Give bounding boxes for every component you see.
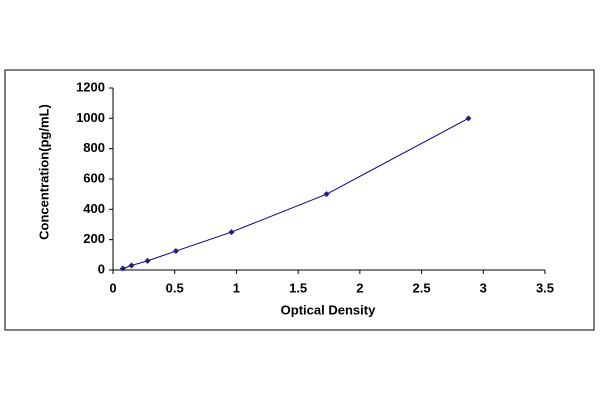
x-tick-label: 0 <box>109 280 116 295</box>
x-tick-label: 2.5 <box>413 280 431 295</box>
chart-frame <box>4 69 595 331</box>
point <box>228 229 235 236</box>
x-tick-label: 3.5 <box>536 280 554 295</box>
y-tick-label: 400 <box>83 201 105 216</box>
point <box>128 262 135 269</box>
y-tick-label: 600 <box>83 170 105 185</box>
point <box>172 248 179 255</box>
x-tick-label: 1.5 <box>289 280 307 295</box>
point <box>144 257 151 264</box>
point <box>465 115 472 122</box>
x-axis-label: Optical Density <box>281 302 376 317</box>
x-tick-label: 0.5 <box>166 280 184 295</box>
y-tick-label: 200 <box>83 231 105 246</box>
point <box>119 265 126 272</box>
y-axis-label: Concentration(pg/mL) <box>36 104 51 240</box>
y-tick-label: 0 <box>98 261 105 276</box>
y-tick-label: 1000 <box>76 110 105 125</box>
x-tick-label: 3 <box>480 280 487 295</box>
y-tick-label: 1200 <box>76 79 105 94</box>
x-tick-label: 2 <box>356 280 363 295</box>
point <box>323 191 330 198</box>
x-tick-label: 1 <box>233 280 240 295</box>
y-tick-label: 800 <box>83 140 105 155</box>
